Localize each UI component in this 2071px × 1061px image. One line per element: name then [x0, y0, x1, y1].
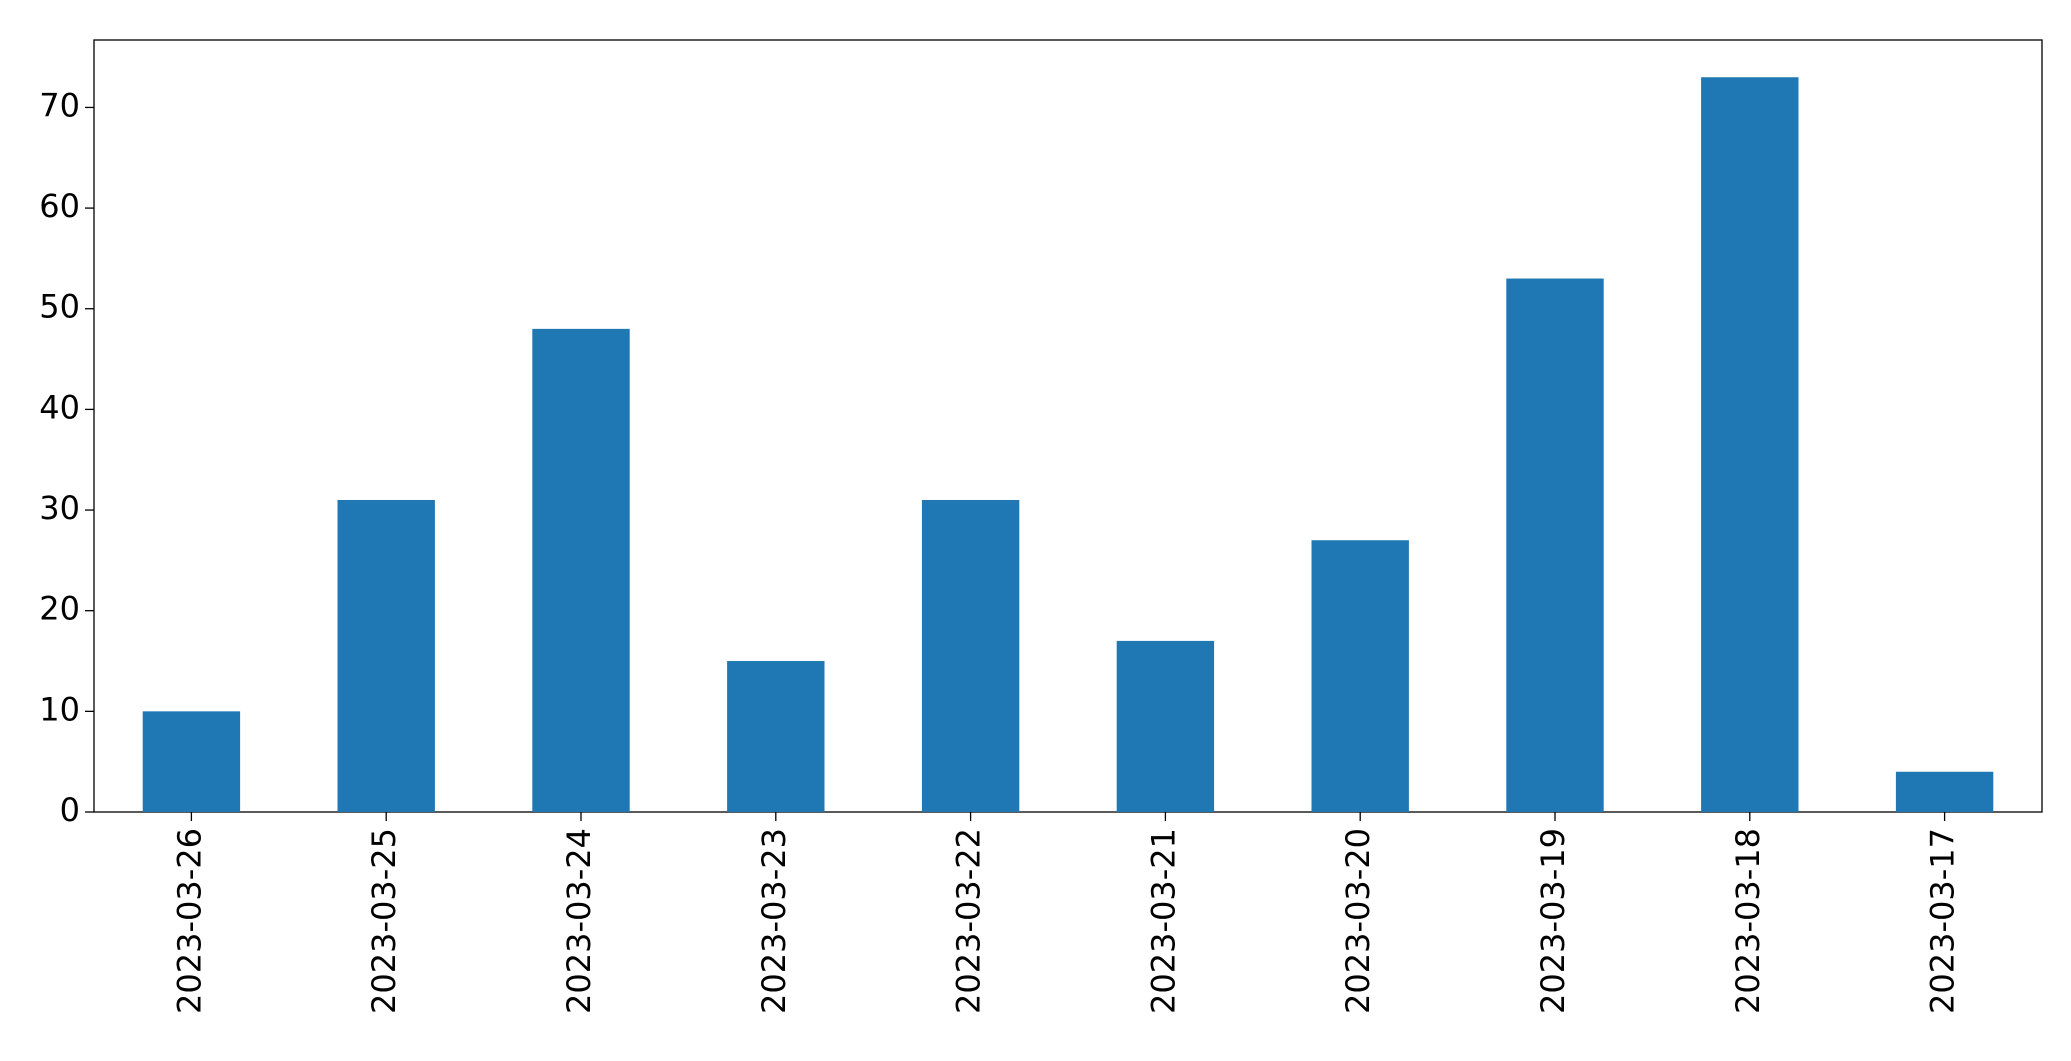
x-tick-label: 2023-03-26 — [170, 828, 208, 1014]
x-tick-label: 2023-03-20 — [1339, 828, 1377, 1014]
bar — [1701, 77, 1799, 812]
plot-frame — [93, 39, 2043, 813]
x-tick-label: 2023-03-23 — [755, 828, 793, 1014]
x-tick-label: 2023-03-17 — [1924, 828, 1962, 1014]
y-tick-label: 70 — [39, 86, 80, 124]
bar — [337, 499, 435, 812]
bar — [1506, 278, 1604, 812]
x-tick-label: 2023-03-22 — [950, 828, 988, 1014]
y-tick-label: 10 — [39, 690, 80, 728]
bar — [1895, 771, 1994, 812]
x-tick-label: 2023-03-18 — [1729, 828, 1767, 1014]
bar — [727, 661, 825, 812]
y-tick-label: 60 — [39, 187, 80, 225]
x-tick-label: 2023-03-24 — [560, 828, 598, 1014]
bar — [1116, 640, 1215, 812]
x-tick-label: 2023-03-21 — [1144, 828, 1182, 1014]
x-tick-label: 2023-03-25 — [365, 828, 403, 1014]
y-tick-label: 50 — [39, 288, 80, 326]
y-tick-label: 30 — [39, 489, 80, 527]
bar — [142, 711, 241, 812]
bar — [532, 328, 630, 812]
bar — [1311, 540, 1409, 812]
y-tick-label: 40 — [39, 388, 80, 426]
y-tick-label: 0 — [60, 791, 80, 829]
x-tick-label: 2023-03-19 — [1534, 828, 1572, 1014]
y-tick-label: 20 — [39, 590, 80, 628]
bar — [921, 499, 1020, 812]
